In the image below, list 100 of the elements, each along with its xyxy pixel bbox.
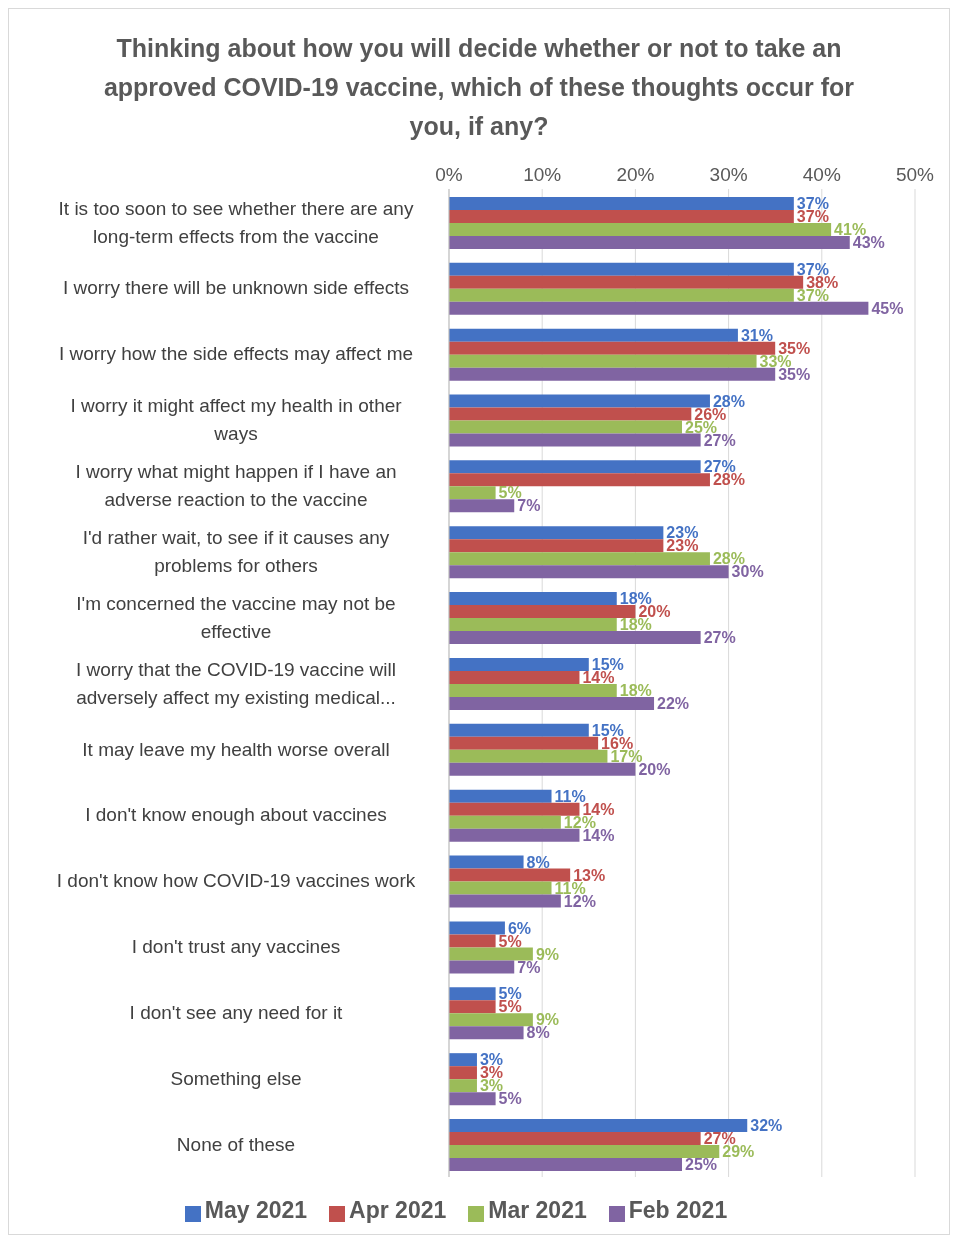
y-tick-label: I don't see any need for it: [129, 1001, 344, 1023]
bar: [449, 605, 636, 619]
y-tick-label: I worry that the COVID-19 vaccine will adversely affect my existing medical...: [76, 658, 396, 708]
bar: [449, 209, 794, 223]
bar: [449, 683, 617, 697]
bar: [449, 486, 496, 500]
bar: [449, 1079, 477, 1093]
bar: [449, 1145, 720, 1159]
bar: [449, 1119, 748, 1133]
x-tick-label: 20%: [616, 164, 655, 185]
data-label: 32%: [750, 1117, 783, 1135]
chart-title: Thinking about how you will decide whether or not to take an approved COVID-19 vaccine, which of these thoughts occur for you, if any?: [102, 33, 856, 142]
bar: [449, 407, 692, 421]
y-tick-label: Something else: [170, 1067, 302, 1089]
y-tick-label: None of these: [176, 1133, 296, 1155]
y-tick-label: I worry there will be unknown side effects: [62, 277, 410, 299]
data-label: 15%: [591, 721, 624, 739]
bar: [449, 1053, 477, 1067]
x-tick-label: 30%: [709, 164, 748, 185]
bar: [449, 670, 580, 684]
bar: [449, 934, 496, 948]
y-tick-label: I worry it might affect my health in other ways: [70, 395, 403, 445]
bar: [449, 894, 561, 908]
y-tick-label: I don't know enough about vaccines: [85, 804, 387, 826]
data-label: 18%: [619, 616, 652, 634]
bar: [449, 881, 552, 895]
bar: [449, 828, 580, 842]
bar: [449, 921, 505, 935]
bar: [449, 855, 524, 869]
bar: [449, 631, 701, 645]
bar: [449, 618, 617, 632]
data-label: 30%: [731, 563, 764, 581]
bar: [449, 539, 664, 553]
legend-label: Mar 2021: [488, 1197, 587, 1223]
bar: [449, 354, 757, 368]
bar: [449, 262, 794, 276]
legend-label: May 2021: [204, 1197, 308, 1223]
x-tick-label: 40%: [802, 164, 841, 185]
bar: [449, 420, 682, 434]
bar: [449, 947, 533, 961]
bar: [449, 1000, 496, 1014]
data-label: 27%: [703, 629, 736, 647]
bar: [449, 1013, 533, 1027]
bar: [449, 696, 655, 710]
bar: [449, 960, 515, 974]
bar: [449, 433, 701, 447]
y-tick-label: I'm concerned the vaccine may not be effective: [76, 592, 396, 642]
bar: [449, 301, 869, 315]
x-tick-label: 50%: [895, 164, 935, 185]
legend-label: Apr 2021: [349, 1197, 447, 1223]
legend-label: Feb 2021: [628, 1197, 728, 1223]
bar: [449, 275, 804, 289]
bar: [449, 815, 561, 829]
bar: [449, 473, 710, 487]
y-tick-label: I worry how the side effects may affect me: [58, 343, 414, 365]
data-label: 25%: [685, 1156, 718, 1174]
bar: [449, 762, 636, 776]
data-label: 18%: [619, 682, 652, 700]
data-label: 31%: [740, 326, 773, 344]
y-tick-label: It is too soon to see whether there are any long-term effects from the vaccine: [58, 197, 414, 247]
bar: [449, 1092, 496, 1106]
data-label: 22%: [657, 695, 690, 713]
x-tick-label: 0%: [435, 164, 463, 185]
bar: [449, 235, 850, 249]
bar: [449, 552, 710, 566]
bar: [449, 196, 794, 210]
bar: [449, 1066, 477, 1080]
y-tick-label: It may leave my health worse overall: [82, 738, 390, 760]
bar: [449, 657, 589, 671]
data-label: 8%: [526, 853, 550, 871]
bar: [449, 802, 580, 816]
bar: [449, 789, 552, 803]
data-label: 45%: [871, 299, 904, 317]
data-label: 23%: [666, 537, 699, 555]
bar: [449, 341, 776, 355]
bar: [449, 1158, 682, 1172]
data-label: 5%: [498, 1090, 522, 1108]
bar: [449, 367, 776, 381]
y-tick-label: I don't know how COVID-19 vaccines work: [56, 870, 416, 892]
bar: [449, 394, 710, 408]
data-label: 28%: [712, 471, 745, 489]
bar: [449, 499, 515, 513]
bar: [449, 723, 589, 737]
bar: [449, 222, 832, 236]
y-tick-label: I worry what might happen if I have an adverse reaction to the vaccine: [75, 461, 397, 511]
data-label: 8%: [526, 1024, 550, 1042]
bar: [449, 736, 599, 750]
data-label: 5%: [498, 998, 522, 1016]
x-tick-label: 10%: [523, 164, 562, 185]
bar: [449, 1026, 524, 1040]
data-label: 14%: [582, 669, 615, 687]
bar: [449, 328, 738, 342]
bar: [449, 749, 608, 763]
y-tick-label: I'd rather wait, to see if it causes any problems for others: [82, 526, 390, 576]
bar: [449, 460, 701, 474]
bar: [449, 868, 571, 882]
bar: [449, 526, 664, 540]
bar: [449, 592, 617, 606]
data-label: 29%: [722, 1143, 755, 1161]
bar: [449, 1132, 701, 1146]
